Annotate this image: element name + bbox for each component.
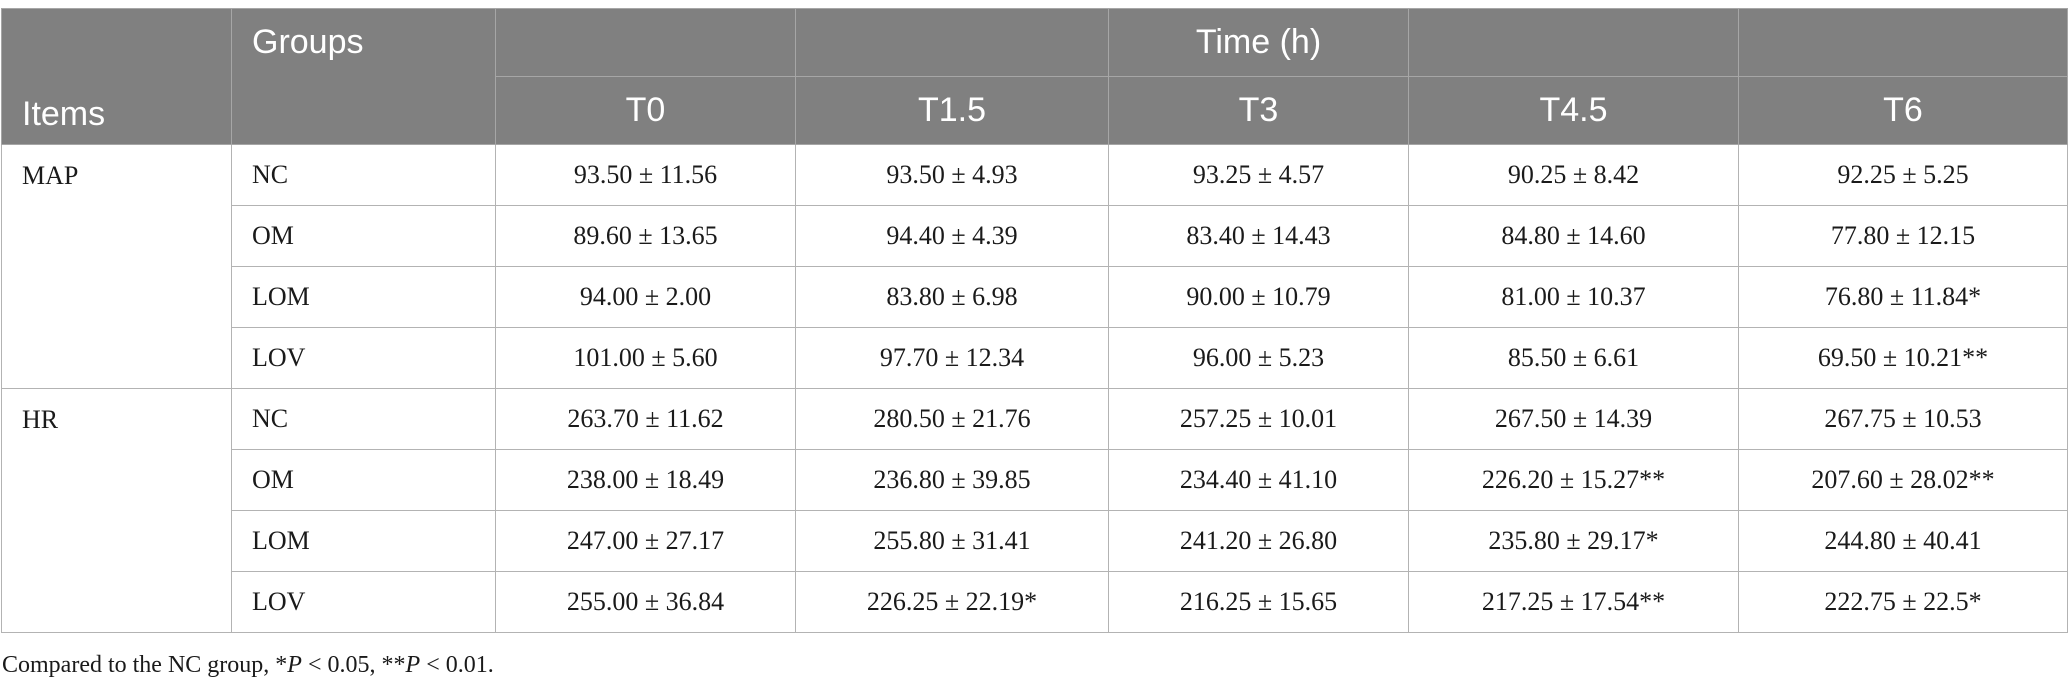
table-row: OM 238.00 ± 18.49 236.80 ± 39.85 234.40 …: [2, 449, 2068, 511]
table-row: HR NC 263.70 ± 11.62 280.50 ± 21.76 257.…: [1, 388, 2068, 633]
table-container: Items Groups Time (h) T0 T1.5 T3 T4.5 T6…: [0, 8, 2068, 633]
value-cell: 280.50 ± 21.76: [795, 388, 1109, 450]
value-cell: 238.00 ± 18.49: [495, 449, 796, 511]
value-cell: 92.25 ± 5.25: [1738, 144, 2068, 206]
header-row-1: Items Groups Time (h): [1, 8, 2068, 145]
value-cell: 76.80 ± 11.84*: [1738, 266, 2068, 328]
group-cell: LOV: [231, 571, 496, 633]
value-cell: 236.80 ± 39.85: [795, 449, 1109, 511]
value-cell: 222.75 ± 22.5*: [1738, 571, 2068, 633]
header-blank-2: [795, 8, 1109, 77]
header-blank-4: [1738, 8, 2068, 77]
footnote-suffix: < 0.01.: [420, 652, 494, 678]
table-body: MAP NC 93.50 ± 11.56 93.50 ± 4.93 93.25 …: [1, 144, 2068, 633]
value-cell: 217.25 ± 17.54**: [1408, 571, 1739, 633]
group-cell: OM: [231, 205, 496, 267]
value-cell: 226.20 ± 15.27**: [1408, 449, 1739, 511]
value-cell: 216.25 ± 15.65: [1108, 571, 1409, 633]
value-cell: 93.25 ± 4.57: [1108, 144, 1409, 206]
footnote-mid: < 0.05, **: [301, 652, 406, 678]
value-cell: 257.25 ± 10.01: [1108, 388, 1409, 450]
value-cell: 94.00 ± 2.00: [495, 266, 796, 328]
value-cell: 235.80 ± 29.17*: [1408, 510, 1739, 572]
header-timepoint: T0: [495, 76, 796, 145]
value-cell: 84.80 ± 14.60: [1408, 205, 1739, 267]
group-cell: NC: [231, 144, 496, 206]
group-cell: LOM: [231, 266, 496, 328]
value-cell: 93.50 ± 4.93: [795, 144, 1109, 206]
header-timepoint: T3: [1108, 76, 1409, 145]
value-cell: 255.00 ± 36.84: [495, 571, 796, 633]
header-time: Time (h): [1108, 8, 1409, 77]
value-cell: 207.60 ± 28.02**: [1738, 449, 2068, 511]
value-cell: 267.50 ± 14.39: [1408, 388, 1739, 450]
value-cell: 101.00 ± 5.60: [495, 327, 796, 389]
value-cell: 96.00 ± 5.23: [1108, 327, 1409, 389]
value-cell: 83.80 ± 6.98: [795, 266, 1109, 328]
value-cell: 241.20 ± 26.80: [1108, 510, 1409, 572]
data-table: Items Groups Time (h) T0 T1.5 T3 T4.5 T6…: [1, 8, 2068, 633]
footnote-p-symbol: P: [287, 652, 302, 678]
value-cell: 85.50 ± 6.61: [1408, 327, 1739, 389]
value-cell: 77.80 ± 12.15: [1738, 205, 2068, 267]
table-row: LOM 94.00 ± 2.00 83.80 ± 6.98 90.00 ± 10…: [2, 266, 2068, 328]
value-cell: 94.40 ± 4.39: [795, 205, 1109, 267]
header-timepoint: T6: [1738, 76, 2068, 145]
header-timepoint: T1.5: [795, 76, 1109, 145]
value-cell: 255.80 ± 31.41: [795, 510, 1109, 572]
table-row: OM 89.60 ± 13.65 94.40 ± 4.39 83.40 ± 14…: [2, 205, 2068, 267]
value-cell: 247.00 ± 27.17: [495, 510, 796, 572]
value-cell: 244.80 ± 40.41: [1738, 510, 2068, 572]
item-cell: MAP: [1, 144, 232, 389]
table-footnote: Compared to the NC group, *P < 0.05, **P…: [2, 652, 494, 679]
group-cell: NC: [231, 388, 496, 450]
table-row: MAP NC 93.50 ± 11.56 93.50 ± 4.93 93.25 …: [1, 144, 2068, 389]
value-cell: 83.40 ± 14.43: [1108, 205, 1409, 267]
table-header: Items Groups Time (h) T0 T1.5 T3 T4.5 T6: [1, 8, 2068, 145]
value-cell: 90.25 ± 8.42: [1408, 144, 1739, 206]
table-row: LOV 101.00 ± 5.60 97.70 ± 12.34 96.00 ± …: [2, 327, 2068, 389]
group-cell: LOV: [231, 327, 496, 389]
header-items: Items: [1, 8, 232, 145]
footnote-prefix: Compared to the NC group, *: [2, 652, 288, 678]
table-row: LOM 247.00 ± 27.17 255.80 ± 31.41 241.20…: [2, 510, 2068, 572]
group-cell: OM: [231, 449, 496, 511]
group-cell: LOM: [231, 510, 496, 572]
value-cell: 90.00 ± 10.79: [1108, 266, 1409, 328]
value-cell: 234.40 ± 41.10: [1108, 449, 1409, 511]
value-cell: 267.75 ± 10.53: [1738, 388, 2068, 450]
value-cell: 97.70 ± 12.34: [795, 327, 1109, 389]
value-cell: 89.60 ± 13.65: [495, 205, 796, 267]
value-cell: 263.70 ± 11.62: [495, 388, 796, 450]
header-blank-3: [1408, 8, 1739, 77]
header-timepoint: T4.5: [1408, 76, 1739, 145]
header-blank-1: [495, 8, 796, 77]
footnote-p-symbol: P: [405, 652, 421, 678]
item-cell: HR: [1, 388, 232, 633]
value-cell: 93.50 ± 11.56: [495, 144, 796, 206]
header-row-2: T0 T1.5 T3 T4.5 T6: [2, 76, 2068, 145]
value-cell: 226.25 ± 22.19*: [795, 571, 1109, 633]
table-row: LOV 255.00 ± 36.84 226.25 ± 22.19* 216.2…: [2, 571, 2068, 633]
value-cell: 81.00 ± 10.37: [1408, 266, 1739, 328]
value-cell: 69.50 ± 10.21**: [1738, 327, 2068, 389]
header-groups: Groups: [231, 8, 496, 145]
